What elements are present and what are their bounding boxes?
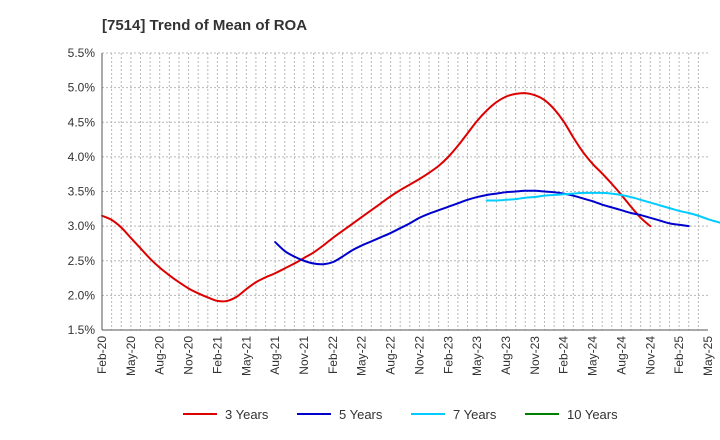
x-tick-label: Nov-24 — [643, 336, 657, 375]
legend-label-3-years: 3 Years — [225, 407, 269, 422]
x-tick-label: Nov-20 — [182, 336, 196, 375]
x-tick-label: Feb-22 — [326, 336, 340, 374]
y-tick-label: 3.5% — [68, 185, 96, 199]
legend-label-5-years: 5 Years — [339, 407, 383, 422]
x-tick-label: Aug-24 — [614, 336, 628, 375]
plot-background — [102, 53, 708, 330]
grid-lines — [102, 52, 708, 330]
legend-label-7-years: 7 Years — [453, 407, 497, 422]
x-tick-label: Nov-22 — [412, 336, 426, 375]
x-tick-label: Aug-23 — [499, 336, 513, 375]
y-tick-label: 2.0% — [68, 288, 96, 302]
x-tick-label: Feb-24 — [557, 336, 571, 374]
y-tick-label: 5.0% — [68, 81, 96, 95]
x-tick-label: Aug-21 — [268, 336, 282, 375]
chart-title: [7514] Trend of Mean of ROA — [102, 17, 307, 34]
x-tick-label: May-25 — [701, 336, 715, 376]
x-tick-label: Nov-21 — [297, 336, 311, 375]
y-tick-label: 4.0% — [68, 150, 96, 164]
x-tick-label: Feb-25 — [672, 336, 686, 374]
axes — [101, 53, 708, 331]
y-axis-ticks: 1.5% 2.0% 2.5% 3.0% 3.5% 4.0% 4.5% 5.0% 5.5% — [68, 46, 96, 337]
x-tick-label: Aug-20 — [153, 336, 167, 375]
y-tick-label: 1.5% — [68, 323, 96, 337]
legend: 3 Years 5 Years 7 Years 10 Years — [183, 407, 618, 422]
x-tick-label: May-21 — [239, 336, 253, 376]
y-tick-label: 3.0% — [68, 219, 96, 233]
x-tick-label: May-24 — [586, 336, 600, 376]
x-tick-label: May-23 — [470, 336, 484, 376]
x-tick-label: Nov-23 — [528, 336, 542, 375]
legend-label-10-years: 10 Years — [567, 407, 618, 422]
x-tick-label: Feb-23 — [441, 336, 455, 374]
x-tick-label: May-22 — [355, 336, 369, 376]
series-lines — [101, 92, 720, 303]
x-tick-label: May-20 — [124, 336, 138, 376]
x-tick-label: Feb-21 — [210, 336, 224, 374]
x-tick-label: Feb-20 — [95, 336, 109, 374]
plot-area — [102, 53, 708, 330]
x-axis-ticks: Feb-20 May-20 Aug-20 Nov-20 Feb-21 May-21 Aug-… — [95, 336, 715, 376]
y-tick-label: 5.5% — [68, 46, 96, 60]
series-line-3-years — [101, 92, 652, 303]
series-line-5-years — [274, 189, 690, 266]
y-tick-label: 2.5% — [68, 254, 96, 268]
series-line-7-years — [485, 191, 720, 224]
x-tick-label: Aug-22 — [384, 336, 398, 375]
y-tick-label: 4.5% — [68, 115, 96, 129]
